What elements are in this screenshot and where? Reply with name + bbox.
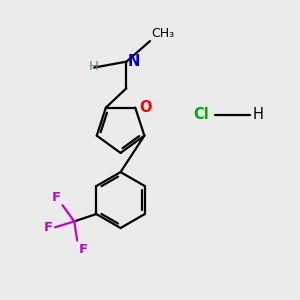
Text: CH₃: CH₃ [152,27,175,40]
Text: O: O [140,100,152,115]
Text: F: F [79,243,88,256]
Text: F: F [52,191,61,204]
Text: Cl: Cl [193,107,209,122]
Text: F: F [44,221,53,234]
Text: N: N [128,54,140,69]
Text: H: H [253,107,264,122]
Text: H: H [89,60,99,73]
